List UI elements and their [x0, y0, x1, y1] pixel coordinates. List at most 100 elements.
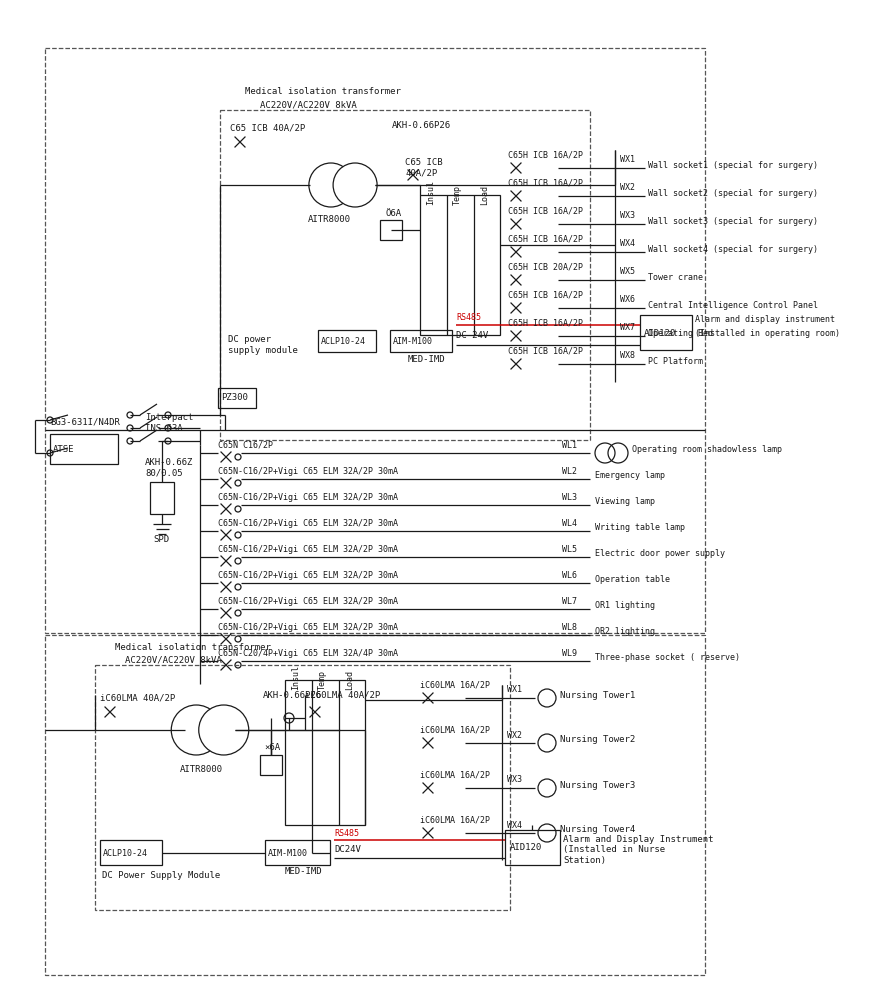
- Text: AKH-0.66P26: AKH-0.66P26: [263, 690, 323, 700]
- Bar: [50, 434, 118, 464]
- Text: Writing table lamp: Writing table lamp: [595, 524, 685, 532]
- Text: Nursing Tower4: Nursing Tower4: [560, 826, 635, 834]
- Text: Operation table: Operation table: [595, 576, 670, 584]
- Text: AIM-M100: AIM-M100: [393, 336, 433, 346]
- Text: iC60LMA 16A/2P: iC60LMA 16A/2P: [420, 770, 490, 780]
- Text: iC60LMA 16A/2P: iC60LMA 16A/2P: [420, 816, 490, 824]
- Bar: [95, 665, 510, 910]
- Text: Ö6A: Ö6A: [385, 209, 401, 218]
- Text: WX2: WX2: [620, 184, 635, 192]
- Text: WL3: WL3: [562, 492, 577, 502]
- Text: ACLP10-24: ACLP10-24: [321, 336, 366, 346]
- Text: Alarm and Display Instrument
(Installed in Nurse
Station): Alarm and Display Instrument (Installed …: [563, 835, 713, 865]
- Text: PZ300: PZ300: [221, 393, 248, 402]
- Text: Operating Bed: Operating Bed: [648, 328, 713, 338]
- Text: WL1: WL1: [562, 440, 577, 450]
- Text: Central Intelligence Control Panel: Central Intelligence Control Panel: [648, 300, 818, 310]
- Text: AKH-0.66P26: AKH-0.66P26: [392, 120, 451, 129]
- Text: WX3: WX3: [507, 776, 522, 784]
- Text: C65 ICB
40A/2P: C65 ICB 40A/2P: [405, 158, 443, 177]
- Text: Medical isolation transformer: Medical isolation transformer: [245, 88, 401, 97]
- Text: Temp: Temp: [318, 670, 327, 690]
- Text: C65 ICB 40A/2P: C65 ICB 40A/2P: [230, 123, 306, 132]
- Text: AC220V/AC220V 8kVA: AC220V/AC220V 8kVA: [260, 101, 357, 109]
- Bar: [380, 220, 402, 240]
- Text: Viewing lamp: Viewing lamp: [595, 497, 655, 506]
- Bar: [218, 388, 256, 408]
- Bar: [150, 482, 174, 514]
- Text: OR2 lighting: OR2 lighting: [595, 628, 655, 637]
- Text: SPD: SPD: [153, 536, 169, 544]
- Bar: [505, 830, 560, 865]
- Bar: [100, 840, 162, 865]
- Text: WX1: WX1: [507, 686, 522, 694]
- Text: C65N-C16/2P+Vigi C65 ELM 32A/2P 30mA: C65N-C16/2P+Vigi C65 ELM 32A/2P 30mA: [218, 492, 398, 502]
- Text: Insul: Insul: [291, 665, 300, 690]
- Text: Interpact
INS 63A: Interpact INS 63A: [145, 413, 194, 433]
- Text: WL6: WL6: [562, 570, 577, 580]
- Text: WX8: WX8: [620, 352, 635, 360]
- Text: Insul: Insul: [426, 180, 435, 205]
- Text: Emergency lamp: Emergency lamp: [595, 472, 665, 481]
- Text: C65H ICB 16A/2P: C65H ICB 16A/2P: [508, 318, 583, 328]
- Text: Electric door power supply: Electric door power supply: [595, 550, 725, 558]
- Text: WX4: WX4: [507, 820, 522, 830]
- Bar: [390, 330, 452, 352]
- Text: PC Platform: PC Platform: [648, 357, 703, 365]
- Text: DC 24V: DC 24V: [456, 332, 488, 340]
- Bar: [45, 48, 705, 633]
- Text: ×6A: ×6A: [264, 744, 280, 752]
- Text: (Installed in operating room): (Installed in operating room): [695, 328, 840, 338]
- Text: Wall socket4 (special for surgery): Wall socket4 (special for surgery): [648, 244, 818, 253]
- Text: MED-IMD: MED-IMD: [285, 867, 323, 876]
- Text: WX6: WX6: [620, 296, 635, 304]
- Bar: [45, 635, 705, 975]
- Text: C65N-C16/2P+Vigi C65 ELM 32A/2P 30mA: C65N-C16/2P+Vigi C65 ELM 32A/2P 30mA: [218, 544, 398, 554]
- Text: C65N-C16/2P+Vigi C65 ELM 32A/2P 30mA: C65N-C16/2P+Vigi C65 ELM 32A/2P 30mA: [218, 518, 398, 528]
- Circle shape: [333, 163, 377, 207]
- Text: Load: Load: [345, 670, 354, 690]
- Text: Operating room shadowless lamp: Operating room shadowless lamp: [632, 446, 782, 454]
- Text: Temp: Temp: [453, 185, 462, 205]
- Bar: [318, 330, 376, 352]
- Text: C65H ICB 16A/2P: C65H ICB 16A/2P: [508, 178, 583, 188]
- Text: Nursing Tower1: Nursing Tower1: [560, 690, 635, 700]
- Bar: [260, 755, 282, 775]
- Text: WX2: WX2: [507, 730, 522, 740]
- Text: WL7: WL7: [562, 596, 577, 605]
- Text: iC60LMA 16A/2P: iC60LMA 16A/2P: [420, 726, 490, 734]
- Text: AITR8000: AITR8000: [308, 216, 351, 225]
- Text: WL9: WL9: [562, 648, 577, 658]
- Text: Medical isolation transformer: Medical isolation transformer: [115, 643, 271, 652]
- Bar: [220, 110, 590, 440]
- Text: AC220V/AC220V 8kVA: AC220V/AC220V 8kVA: [125, 656, 221, 664]
- Text: RS485: RS485: [334, 828, 359, 838]
- Text: WX5: WX5: [620, 267, 635, 276]
- Text: iC60LMA 40A/2P: iC60LMA 40A/2P: [100, 694, 176, 702]
- Text: WX1: WX1: [620, 155, 635, 164]
- Text: AKH-0.66Z
80/0.05: AKH-0.66Z 80/0.05: [145, 458, 194, 478]
- Text: C65H ICB 20A/2P: C65H ICB 20A/2P: [508, 262, 583, 271]
- Text: WX7: WX7: [620, 324, 635, 332]
- Bar: [640, 315, 692, 350]
- Text: WL2: WL2: [562, 466, 577, 476]
- Text: ATSE: ATSE: [53, 444, 74, 454]
- Text: C65H ICB 16A/2P: C65H ICB 16A/2P: [508, 347, 583, 356]
- Text: Nursing Tower2: Nursing Tower2: [560, 736, 635, 744]
- Text: WL8: WL8: [562, 622, 577, 632]
- Text: MED-IMD: MED-IMD: [408, 356, 445, 364]
- Text: BG3-631I/N4DR: BG3-631I/N4DR: [50, 418, 120, 426]
- Text: Tower crane: Tower crane: [648, 272, 703, 282]
- Text: C65H ICB 16A/2P: C65H ICB 16A/2P: [508, 290, 583, 300]
- Bar: [285, 680, 365, 825]
- Text: C65N-C16/2P+Vigi C65 ELM 32A/2P 30mA: C65N-C16/2P+Vigi C65 ELM 32A/2P 30mA: [218, 622, 398, 632]
- Text: AID120: AID120: [644, 328, 676, 338]
- Text: OR1 lighting: OR1 lighting: [595, 601, 655, 610]
- Bar: [265, 840, 330, 865]
- Text: iC60LMA 16A/2P: iC60LMA 16A/2P: [420, 680, 490, 690]
- Text: C65H ICB 16A/2P: C65H ICB 16A/2P: [508, 234, 583, 243]
- Text: RS485: RS485: [456, 314, 481, 322]
- Text: AID120: AID120: [510, 844, 542, 852]
- Text: AIM-M100: AIM-M100: [268, 848, 308, 857]
- Text: iC60LMA 40A/2P: iC60LMA 40A/2P: [305, 690, 380, 700]
